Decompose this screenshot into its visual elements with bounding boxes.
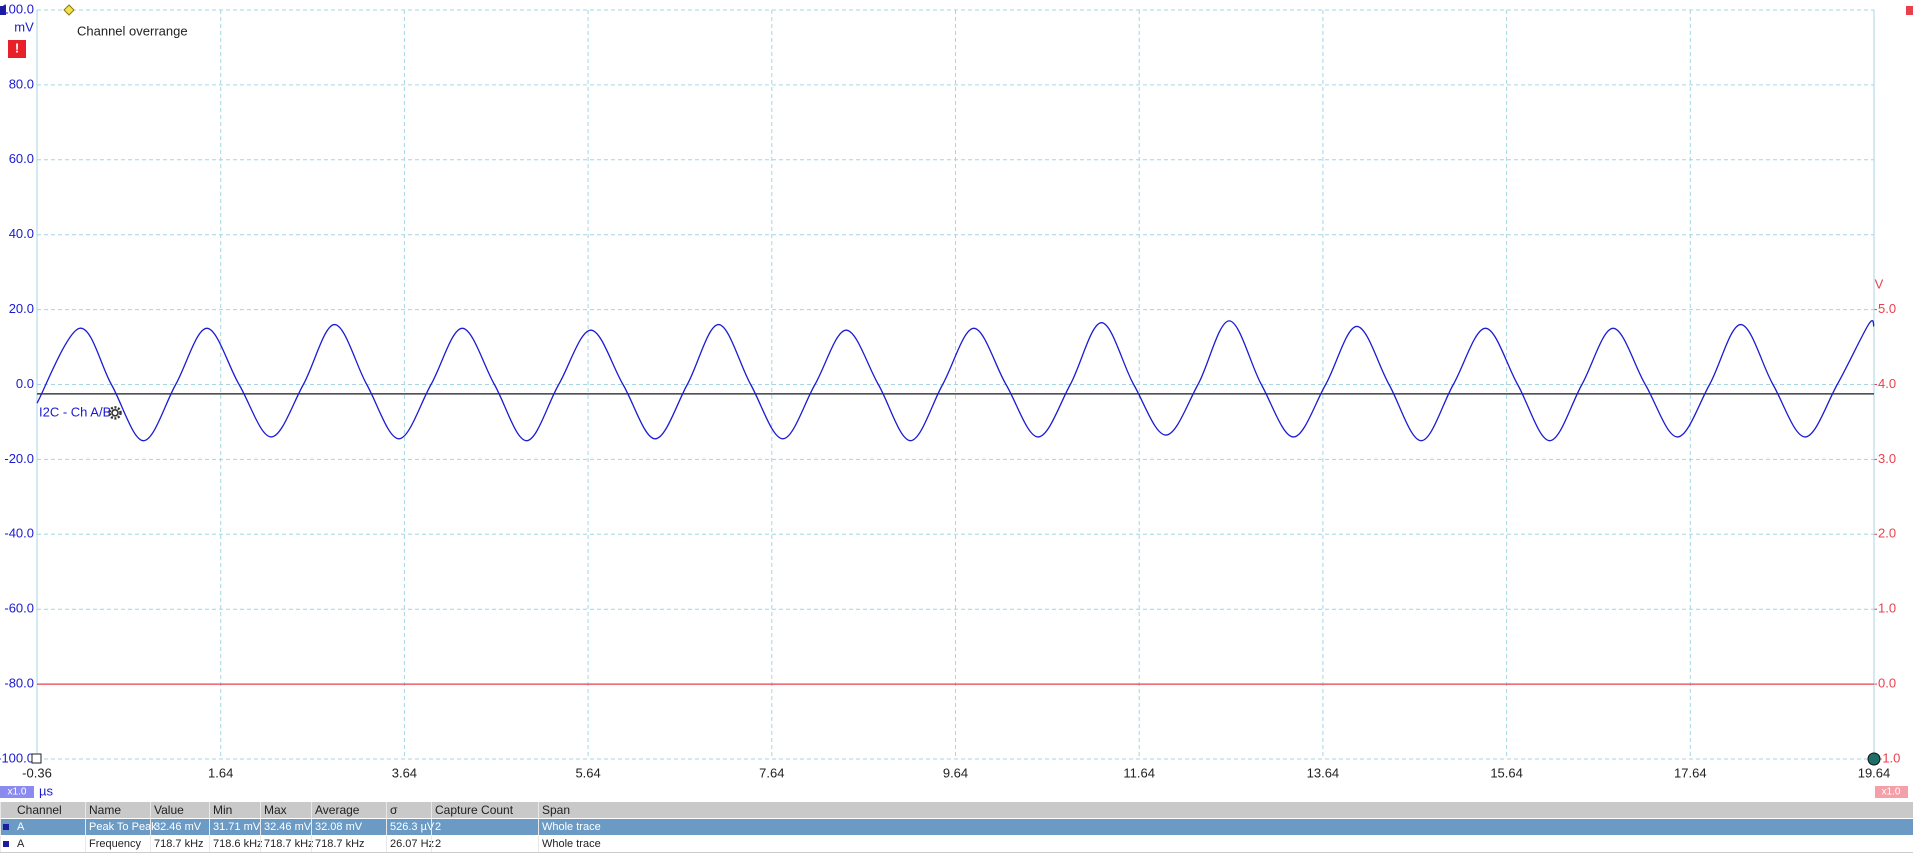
- table-header: Channel Name Value Min Max Average σ Capture Co…: [0, 802, 1913, 818]
- table-cell: Whole trace: [538, 819, 1913, 835]
- x-tick-label: -0.36: [22, 765, 52, 780]
- table-cell: 718.7 kHz: [260, 836, 314, 852]
- table-cell: A: [0, 819, 85, 835]
- x-tick-label: 11.64: [1123, 765, 1155, 780]
- y-unit: mV: [14, 19, 34, 34]
- table-cell: 32.46 mV: [260, 819, 311, 835]
- y2-tick-label: 0.0: [1878, 676, 1896, 691]
- table-cell: Average: [311, 802, 386, 818]
- table-cell: Name: [85, 802, 150, 818]
- table-row[interactable]: A Peak To Peak 32.46 mV 31.71 mV 32.46 mV 32.…: [0, 819, 1913, 835]
- y2-tick-label: 5.0: [1878, 301, 1896, 316]
- x-tick-label: 15.64: [1490, 765, 1523, 780]
- table-cell: 526.3 µV: [386, 819, 434, 835]
- x-tick-label: 1.64: [208, 765, 233, 780]
- channel-b-marker: [1906, 6, 1913, 15]
- table-cell: Min: [209, 802, 260, 818]
- table-cell: Frequency: [85, 836, 150, 852]
- table-cell: σ: [386, 802, 431, 818]
- table-cell: A: [0, 836, 85, 852]
- x-tick-label: 19.64: [1858, 765, 1891, 780]
- table-cell: Channel: [0, 802, 85, 818]
- x-zoom-box[interactable]: [0, 786, 34, 798]
- y-tick-label: 0.0: [16, 376, 34, 391]
- x-tick-label: 3.64: [392, 765, 417, 780]
- x-tick-label: 9.64: [943, 765, 968, 780]
- y-tick-label: 40.0: [9, 226, 34, 241]
- y-tick-label: 60.0: [9, 151, 34, 166]
- table-cell: 32.08 mV: [311, 819, 386, 835]
- x-zoom: x1.0: [8, 787, 27, 798]
- gear-inner: [111, 409, 119, 417]
- trigger-marker[interactable]: [63, 4, 75, 16]
- y-tick-label: 20.0: [9, 301, 34, 316]
- y-tick-label: -100.0: [0, 750, 34, 765]
- table-row[interactable]: A Frequency 718.7 kHz 718.6 kHz 718.7 kHz 718…: [0, 836, 1913, 853]
- table-cell: 718.7 kHz: [311, 836, 386, 852]
- row-marker: [3, 841, 9, 847]
- table-cell: Whole trace: [538, 836, 1913, 852]
- y-tick-label: 80.0: [9, 76, 34, 91]
- gear-outer: [108, 406, 122, 420]
- table-cell: Value: [150, 802, 209, 818]
- y-tick-label: -60.0: [4, 601, 34, 616]
- y2-zoom-box[interactable]: [1875, 786, 1908, 798]
- decoder-label: I2C - Ch A/B: [39, 404, 111, 419]
- x-tick-label: 7.64: [759, 765, 784, 780]
- y2-tick-label: 3.0: [1878, 451, 1896, 466]
- decoder-settings[interactable]: [108, 406, 122, 420]
- x-tick-label: 5.64: [575, 765, 600, 780]
- measurements-table: Channel Name Value Min Max Average σ Capture Co…: [0, 802, 1913, 855]
- time-start-marker[interactable]: [31, 753, 42, 764]
- y-tick-label: -40.0: [4, 526, 34, 541]
- y-tick-label: -20.0: [4, 451, 34, 466]
- time-end-marker[interactable]: [1867, 752, 1881, 766]
- table-cell: 2: [431, 836, 538, 852]
- table-cell: 26.07 Hz: [386, 836, 434, 852]
- y-tick-label: -80.0: [4, 676, 34, 691]
- table-cell: Peak To Peak: [85, 819, 157, 835]
- x-tick-label: 17.64: [1674, 765, 1707, 780]
- scope-view: mV V ! Channel overrange µs x1.0 x1.0 10…: [0, 1, 1913, 798]
- y2-tick-label: 1.0: [1878, 601, 1896, 616]
- overrange-icon[interactable]: [8, 40, 26, 58]
- y2-zoom: x1.0: [1882, 787, 1901, 798]
- y2-tick-label: 4.0: [1878, 376, 1896, 391]
- overrange-notice: Channel overrange: [77, 23, 188, 38]
- table-cell: Span: [538, 802, 1913, 818]
- y2-tick-label: 2.0: [1878, 526, 1896, 541]
- table-cell: 31.71 mV: [209, 819, 260, 835]
- row-marker: [3, 824, 9, 830]
- table-cell: 32.46 mV: [150, 819, 209, 835]
- y2-unit: V: [1875, 276, 1884, 291]
- table-cell: Capture Count: [431, 802, 538, 818]
- y-tick-label: 100.0: [1, 1, 34, 16]
- table-cell: Max: [260, 802, 311, 818]
- table-cell: 718.7 kHz: [150, 836, 209, 852]
- channel-a-marker: [0, 6, 6, 15]
- waveform: [36, 320, 1875, 442]
- y2-tick-label: -1.0: [1878, 750, 1900, 765]
- overrange-icon-glyph: !: [15, 40, 19, 55]
- x-tick-label: 13.64: [1307, 765, 1340, 780]
- x-unit: µs: [39, 783, 53, 798]
- table-cell: 2: [431, 819, 538, 835]
- table-cell: 718.6 kHz: [209, 836, 263, 852]
